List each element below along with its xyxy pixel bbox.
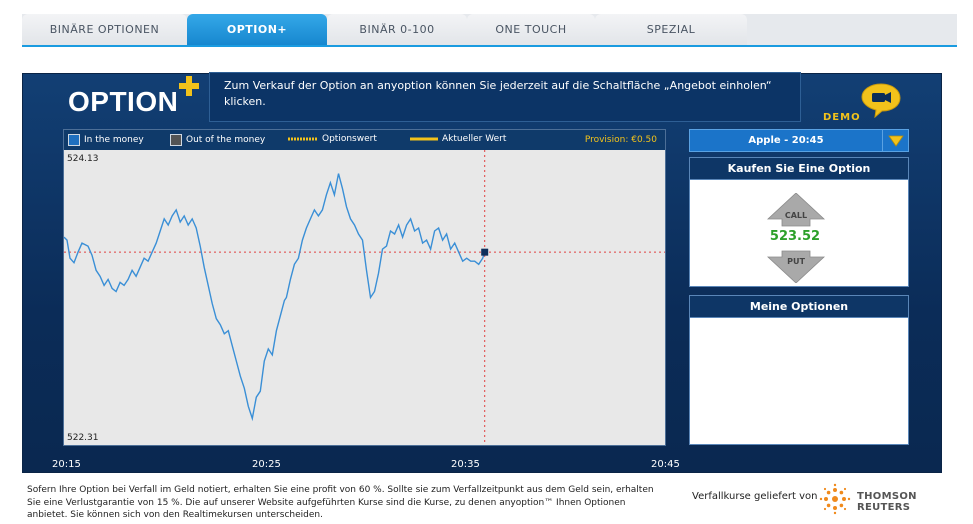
tab-binaer-0-100[interactable]: BINÄR 0-100 [327, 14, 467, 45]
tab-binaere-optionen[interactable]: BINÄRE OPTIONEN [22, 14, 187, 45]
solid-line-icon [410, 137, 438, 141]
buy-option-box: Kaufen Sie Eine Option CALL PUT 523.52 [689, 157, 909, 287]
my-options-title: Meine Optionen [690, 296, 908, 318]
option-plus-panel: OPTION Zum Verkauf der Option an anyopti… [22, 72, 942, 473]
call-put-control: CALL PUT [766, 193, 826, 283]
current-price-marker [481, 248, 489, 256]
asset-selector-label: Apple - 20:45 [748, 135, 824, 146]
option-logo: OPTION [68, 86, 178, 118]
dropdown-arrow-button[interactable] [882, 130, 908, 151]
demo-label[interactable]: DEMO [823, 112, 861, 123]
price-series-line [64, 173, 486, 422]
call-button[interactable]: CALL [766, 193, 826, 227]
tab-option-plus[interactable]: OPTION+ [187, 14, 327, 45]
my-options-box: Meine Optionen [689, 295, 909, 445]
asset-selector[interactable]: Apple - 20:45 [689, 129, 909, 152]
chart-legend: In the money Out of the money Optionswer… [64, 130, 665, 150]
x-tick-label: 20:25 [252, 459, 281, 470]
buy-option-title: Kaufen Sie Eine Option [690, 158, 908, 180]
plus-icon [179, 76, 199, 96]
legend-option-value: Optionswert [288, 134, 377, 144]
in-the-money-swatch [68, 134, 80, 146]
y-min-label: 522.31 [67, 433, 99, 443]
current-price-value: 523.52 [769, 229, 821, 244]
out-of-money-swatch [170, 134, 182, 146]
thomson-reuters-logo-icon [819, 483, 851, 515]
x-tick-label: 20:35 [451, 459, 480, 470]
put-button[interactable]: PUT [766, 250, 826, 283]
legend-current-value: Aktueller Wert [410, 134, 506, 144]
tab-spezial[interactable]: SPEZIAL [595, 14, 747, 45]
dotted-line-icon [288, 137, 318, 141]
provider-name: THOMSON REUTERS [857, 491, 917, 513]
call-label: CALL [785, 211, 807, 220]
put-label: PUT [787, 257, 805, 266]
logo-text: OPTION [68, 86, 179, 117]
legend-out-of-money: Out of the money [170, 134, 265, 146]
x-tick-label: 20:45 [651, 459, 680, 470]
legend-in-the-money: In the money [68, 134, 144, 146]
chevron-down-icon [887, 135, 904, 147]
chart-plot-area[interactable] [64, 150, 665, 445]
tab-one-touch[interactable]: ONE TOUCH [467, 14, 595, 45]
info-message-box: Zum Verkauf der Option an anyoption könn… [209, 72, 801, 122]
tab-bar: BINÄRE OPTIONEN OPTION+ BINÄR 0-100 ONE … [22, 14, 957, 47]
y-max-label: 524.13 [67, 154, 99, 164]
x-tick-label: 20:15 [52, 459, 81, 470]
provider-label: Verfallkurse geliefert von [692, 491, 818, 502]
video-camera-icon[interactable] [861, 82, 901, 118]
provision-text: Provision: €0.50 [584, 135, 657, 145]
price-chart[interactable]: In the money Out of the money Optionswer… [63, 129, 666, 446]
info-message-text: Zum Verkauf der Option an anyoption könn… [224, 79, 772, 108]
footer-disclaimer: Sofern Ihre Option bei Verfall im Geld n… [27, 485, 654, 520]
